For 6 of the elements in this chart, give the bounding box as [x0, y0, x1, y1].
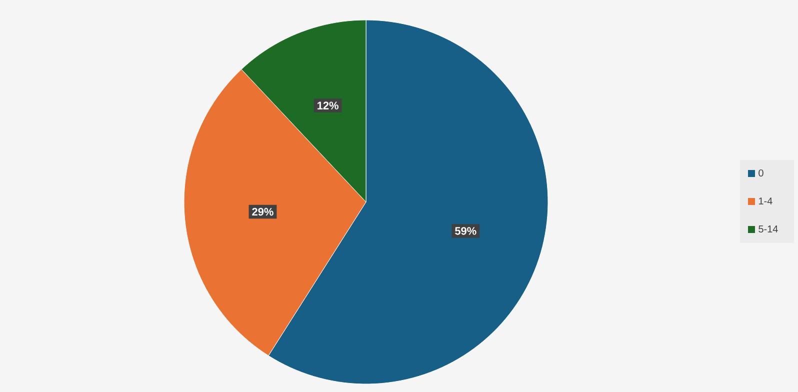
legend-label: 5-14	[758, 226, 778, 232]
data-label: 59%	[455, 227, 476, 235]
legend-label: 0	[758, 169, 764, 177]
data-label: 12%	[318, 102, 338, 110]
legend-label: 1-4	[758, 198, 772, 204]
data-label: 29%	[252, 208, 274, 216]
